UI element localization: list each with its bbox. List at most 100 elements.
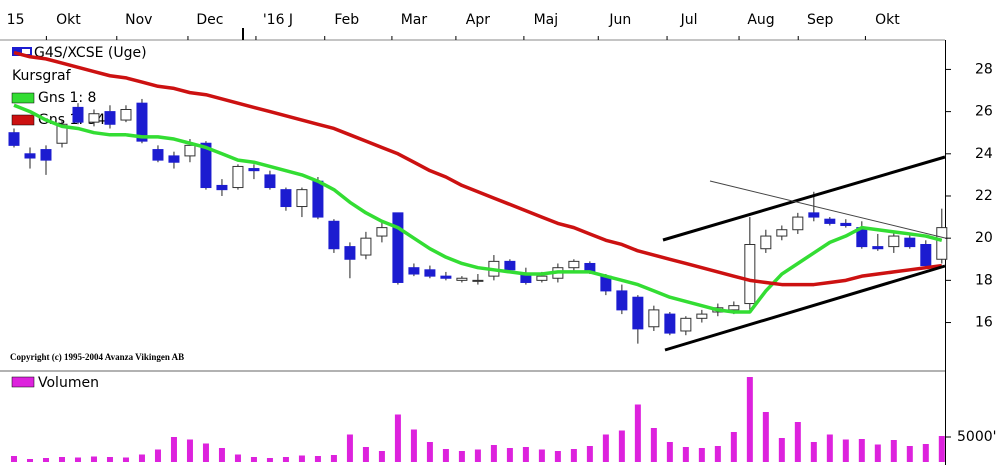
candle-body (616, 290, 628, 311)
volume-bar (74, 457, 81, 462)
volume-bar (666, 442, 673, 462)
volume-bar (778, 438, 785, 462)
volume-bar (810, 442, 817, 462)
volume-bar (474, 449, 481, 462)
legend-swatch (11, 376, 35, 388)
candle-body (152, 149, 164, 161)
candle-body (936, 227, 948, 260)
volume-bar (922, 444, 929, 462)
volume-bar (842, 439, 849, 462)
candle-body (200, 142, 212, 189)
volume-bar (410, 429, 417, 462)
x-tick-label: Aug (747, 12, 774, 28)
candle-body (744, 243, 756, 305)
volume-bar (378, 451, 385, 462)
legend-swatch (22, 49, 30, 54)
candle-body (680, 317, 692, 332)
volume-bar (730, 432, 737, 462)
moving-average-line (13, 50, 943, 287)
volume-bar (874, 444, 881, 462)
trend-line (664, 264, 946, 352)
candle-body (184, 144, 196, 157)
candle-body (296, 189, 308, 208)
candle-body (888, 235, 900, 248)
volume-bar (714, 446, 721, 462)
volume-bar (442, 449, 449, 462)
candle-body (632, 296, 644, 330)
volume-bar (362, 447, 369, 462)
x-tick-label: Apr (466, 12, 490, 28)
volume-bar (234, 454, 241, 462)
candle-body (664, 313, 676, 334)
y-tick-label: 16 (975, 315, 993, 331)
candle-body (776, 229, 788, 237)
volume-bar (906, 446, 913, 462)
legend-swatch (11, 92, 35, 104)
candle-body (728, 305, 740, 311)
volume-bar (682, 447, 689, 462)
volume-bar (618, 430, 625, 462)
volume-bar (314, 456, 321, 462)
volume-bar (10, 456, 17, 462)
volume-bar (698, 448, 705, 462)
candle-body (360, 237, 372, 256)
candle-body (56, 123, 68, 144)
volume-bar (634, 404, 641, 462)
candle-body (536, 275, 548, 281)
y-tick-label: 20 (975, 230, 993, 246)
x-tick-label: Maj (534, 12, 559, 28)
candle-body (168, 155, 180, 163)
volume-bar (746, 377, 753, 462)
candle-body (216, 184, 228, 191)
candle-body (808, 212, 820, 218)
volume-bar (106, 457, 113, 462)
candle-body (648, 309, 660, 328)
volume-bar (426, 442, 433, 462)
candle-body (568, 260, 580, 269)
candle-body (424, 269, 436, 277)
candle-body (904, 237, 916, 248)
candle-body (824, 218, 836, 224)
volume-bar (890, 440, 897, 462)
volume-bar (826, 434, 833, 462)
volume-bar (186, 439, 193, 462)
volume-bar (522, 447, 529, 462)
candle-body (72, 106, 84, 123)
candle-body (136, 102, 148, 142)
volume-bar (42, 458, 49, 462)
volume-bar (138, 454, 145, 462)
volume-bar (58, 457, 65, 462)
volume-bar (122, 457, 129, 462)
x-tick-label: Jun (608, 12, 631, 28)
candle-body (456, 277, 468, 281)
x-tick-label: Sep (807, 12, 834, 28)
legend-swatch (11, 114, 35, 126)
candle-body (24, 153, 36, 159)
candle-body (792, 216, 804, 231)
legend-label: G4S/XCSE (Uge) (34, 45, 147, 61)
candle-body (344, 246, 356, 260)
candle-body (280, 189, 292, 208)
y-tick-label: 5000' (957, 429, 996, 445)
candle-body (120, 108, 132, 121)
y-tick-label: 22 (975, 188, 993, 204)
volume-bar (554, 451, 561, 462)
candle-body (264, 174, 276, 189)
x-tick-label: '16 J (263, 12, 293, 28)
volume-bar (154, 449, 161, 462)
moving-average-line (13, 103, 943, 314)
y-tick-label: 28 (975, 61, 993, 77)
trend-line (709, 180, 946, 239)
plot (8, 50, 948, 462)
volume-bar (170, 437, 177, 462)
volume-bar (538, 449, 545, 462)
volume-bar (298, 455, 305, 462)
volume-bar (90, 456, 97, 462)
volume-bar (762, 412, 769, 462)
legend-label: Volumen (38, 375, 99, 391)
volume-bar (458, 451, 465, 462)
volume-bar (346, 434, 353, 462)
